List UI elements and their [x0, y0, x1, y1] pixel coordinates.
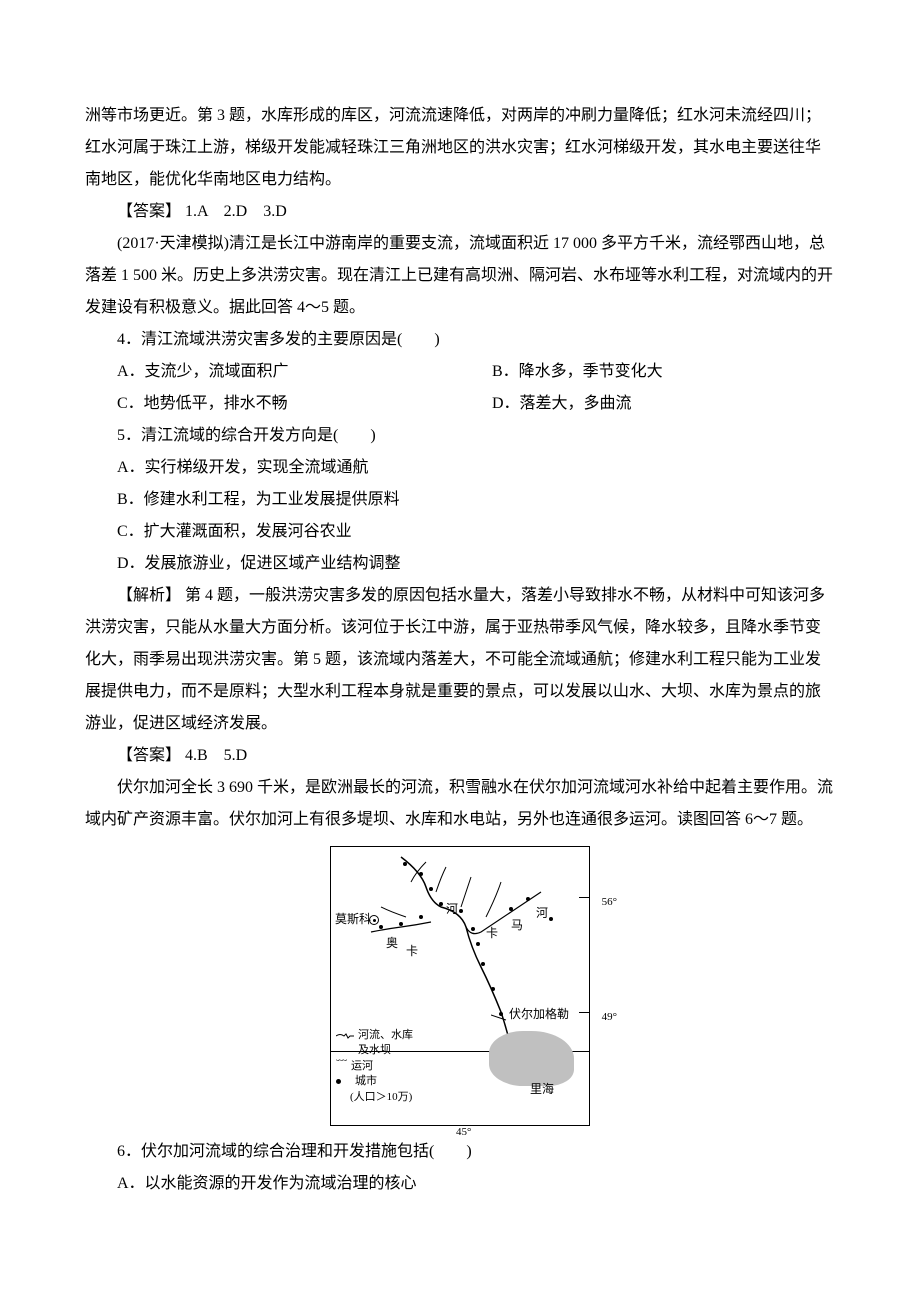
city-dot: [549, 917, 553, 921]
caspian-sea-label: 里海: [530, 1083, 554, 1095]
intro-continuation-text: 洲等市场更近。第 3 题，水库形成的库区，河流流速降低，对两岸的冲刷力量降低；红…: [85, 100, 835, 196]
lat-49-label: 49°: [602, 1006, 617, 1028]
kama-label: 卡: [486, 927, 498, 939]
answer-1-3: 【答案】 1.A 2.D 3.D: [85, 196, 835, 228]
legend-canals-text: 运河: [351, 1059, 373, 1074]
legend-cities-text: 城市: [355, 1074, 377, 1089]
ka-river-label: 卡: [406, 945, 418, 957]
river-label-1: 河: [446, 903, 458, 915]
volga-map: 莫斯科 奥 卡 河 卡 马 河 伏尔加格勒 里海 56° 49° 45°: [330, 846, 590, 1126]
q4-option-b: B．降水多，季节变化大: [460, 356, 835, 388]
city-dot: [526, 897, 530, 901]
volga-map-container: 莫斯科 奥 卡 河 卡 马 河 伏尔加格勒 里海 56° 49° 45°: [85, 846, 835, 1126]
legend-dams-text: 及水坝: [358, 1043, 391, 1058]
ma-label: 马: [511, 919, 523, 931]
map-legend: 河流、水库 及水坝 ﹋ 运河 城市 (人口＞10万): [336, 1028, 413, 1105]
city-dot: [419, 872, 423, 876]
passage-4-5-intro: (2017·天津模拟)清江是长江中游南岸的重要支流，流域面积近 17 000 多…: [85, 228, 835, 324]
city-dot: [481, 962, 485, 966]
q5-option-a: A．实行梯级开发，实现全流域通航: [85, 452, 835, 484]
city-dot: [491, 987, 495, 991]
q4-option-d: D．落差大，多曲流: [460, 388, 835, 420]
lat-56-label: 56°: [602, 891, 617, 913]
city-dot: [439, 902, 443, 906]
city-dot: [403, 862, 407, 866]
question-4-stem: 4．清江流域洪涝灾害多发的主要原因是( ): [85, 324, 835, 356]
river-network-icon: [331, 847, 591, 1052]
city-dot: [429, 887, 433, 891]
legend-dams-row: 及水坝: [336, 1043, 413, 1058]
oka-river-label: 奥: [386, 937, 398, 949]
question-5-stem: 5．清江流域的综合开发方向是( ): [85, 420, 835, 452]
map-inner-area: 莫斯科 奥 卡 河 卡 马 河 伏尔加格勒: [331, 847, 589, 1052]
moscow-label: 莫斯科: [335, 913, 371, 925]
analysis-4-5: 【解析】 第 4 题，一般洪涝灾害多发的原因包括水量大，落差小导致排水不畅，从材…: [85, 580, 835, 740]
city-dot: [459, 909, 463, 913]
q4-option-c: C．地势低平，排水不畅: [85, 388, 460, 420]
q5-option-d: D．发展旅游业，促进区域产业结构调整: [85, 548, 835, 580]
question-4-options-cd: C．地势低平，排水不畅 D．落差大，多曲流: [85, 388, 835, 420]
q5-option-b: B．修建水利工程，为工业发展提供原料: [85, 484, 835, 516]
legend-cities-row: 城市: [336, 1074, 413, 1089]
q5-option-c: C．扩大灌溉面积，发展河谷农业: [85, 516, 835, 548]
volgograd-label: 伏尔加格勒: [509, 1008, 569, 1020]
legend-rivers-text: 河流、水库: [358, 1028, 413, 1043]
passage-6-7-intro: 伏尔加河全长 3 690 千米，是欧洲最长的河流，积雪融水在伏尔加河流域河水补给…: [85, 772, 835, 836]
river-reservoir-icon: [336, 1031, 354, 1041]
question-4-options-ab: A．支流少，流域面积广 B．降水多，季节变化大: [85, 356, 835, 388]
legend-canals-row: ﹋ 运河: [336, 1059, 413, 1074]
city-dot: [379, 925, 383, 929]
legend-population-text: (人口＞10万): [350, 1090, 412, 1105]
lon-45-label: 45°: [456, 1121, 471, 1143]
q4-option-a: A．支流少，流域面积广: [85, 356, 460, 388]
caspian-sea-shape: [489, 1031, 574, 1086]
volgograd-pointer-icon: [491, 1012, 509, 1022]
q6-option-a: A．以水能资源的开发作为流域治理的核心: [85, 1168, 835, 1200]
city-dot: [509, 907, 513, 911]
city-legend-icon: [336, 1079, 341, 1084]
river-label-2: 河: [536, 907, 548, 919]
legend-rivers-row: 河流、水库: [336, 1028, 413, 1043]
legend-population-row: (人口＞10万): [336, 1090, 413, 1105]
city-dot: [419, 915, 423, 919]
answer-4-5: 【答案】 4.B 5.D: [85, 740, 835, 772]
city-dot: [399, 922, 403, 926]
city-dot: [476, 942, 480, 946]
city-dot: [471, 927, 475, 931]
canal-icon: ﹋: [336, 1059, 347, 1074]
